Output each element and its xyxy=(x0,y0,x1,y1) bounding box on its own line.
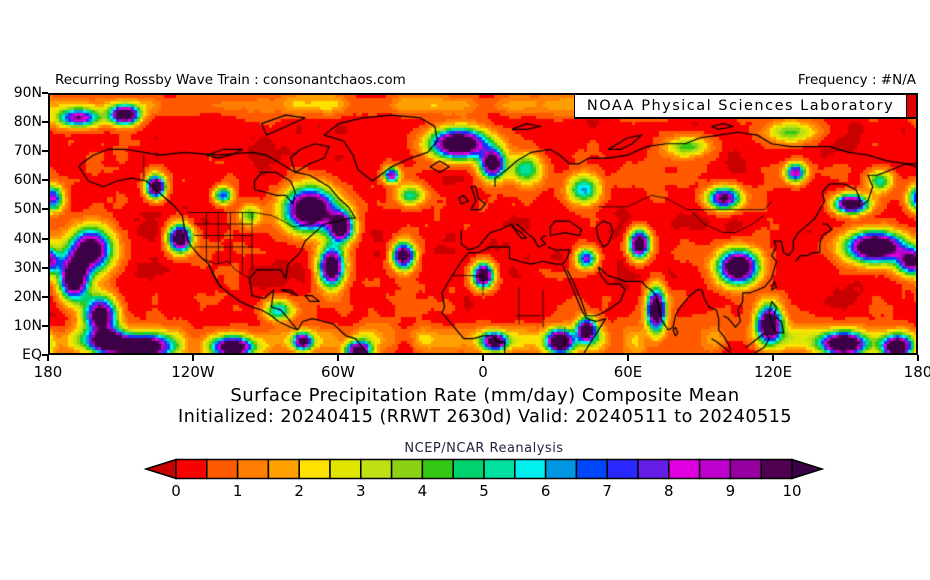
colorbar-segment xyxy=(360,458,393,480)
colorbar-segment xyxy=(298,458,331,480)
colorbar-segment xyxy=(175,458,208,480)
colorbar-segment xyxy=(606,458,639,480)
colorbar-segment xyxy=(637,458,670,480)
y-tick-mark xyxy=(42,208,48,211)
x-tick-mark xyxy=(627,355,629,361)
noaa-psl-banner: NOAA Physical Sciences Laboratory xyxy=(574,95,916,119)
y-tick-label: 10N xyxy=(13,317,42,334)
y-tick-label: 90N xyxy=(13,85,42,101)
colorbar-segment xyxy=(267,458,300,480)
map-frame: NOAA Physical Sciences Laboratory xyxy=(48,93,918,355)
y-tick-mark xyxy=(42,121,48,124)
x-tick-mark xyxy=(482,355,484,361)
x-tick-mark xyxy=(47,355,49,361)
x-tick-mark xyxy=(772,355,774,361)
colorbar-segment xyxy=(514,458,547,480)
x-tick-label: 60E xyxy=(613,363,643,381)
header-source-text: Recurring Rossby Wave Train : consonantc… xyxy=(55,72,406,88)
colorbar-segment xyxy=(206,458,239,480)
colorbar-segment xyxy=(329,458,362,480)
colorbar-segment xyxy=(698,458,732,480)
colorbar-segment xyxy=(390,458,424,480)
y-tick-label: EQ xyxy=(22,347,42,363)
noaa-psl-banner-text: NOAA Physical Sciences Laboratory xyxy=(586,98,895,114)
y-tick-mark xyxy=(42,324,48,327)
header-frequency-text: Frequency : #N/A xyxy=(797,72,916,88)
x-tick-mark xyxy=(192,355,194,361)
colorbar-segment xyxy=(760,458,793,480)
colorbar-tick-label: 5 xyxy=(479,482,489,500)
colorbar-tick-label: 10 xyxy=(782,482,802,500)
x-tick-label: 0 xyxy=(478,363,488,381)
colorbar-segment xyxy=(668,458,701,480)
x-tick-label: 120W xyxy=(171,363,215,381)
colorbar-segment xyxy=(575,458,608,480)
y-tick-mark xyxy=(42,295,48,298)
colorbar-tick-label: 9 xyxy=(725,482,736,500)
precipitation-map-canvas xyxy=(50,95,916,353)
y-tick-label: 70N xyxy=(13,143,42,160)
colorbar-tick-label: 7 xyxy=(602,482,612,500)
colorbar-arrow xyxy=(143,458,177,480)
colorbar-tick-label: 4 xyxy=(417,482,428,500)
colorbar-tick-label: 1 xyxy=(232,482,243,500)
x-tick-mark xyxy=(337,355,339,361)
chart-subtitle: Initialized: 20240415 (RRWT 2630d) Valid… xyxy=(178,407,792,427)
y-tick-mark xyxy=(42,179,48,182)
x-tick-label: 60W xyxy=(321,363,355,381)
y-tick-mark xyxy=(42,150,48,153)
colorbar-segment xyxy=(729,458,762,480)
y-tick-mark xyxy=(42,266,48,269)
colorbar-source-label: NCEP/NCAR Reanalysis xyxy=(404,441,564,456)
y-tick-label: 20N xyxy=(13,288,42,305)
y-tick-label: 60N xyxy=(13,172,42,189)
colorbar-tick-label: 2 xyxy=(294,482,304,500)
y-tick-label: 50N xyxy=(13,201,42,218)
colorbar xyxy=(143,458,825,480)
colorbar-segment xyxy=(483,458,516,480)
y-tick-mark xyxy=(42,92,48,94)
x-tick-mark xyxy=(917,355,919,361)
x-tick-label: 120E xyxy=(753,363,793,381)
banner-accent-stripe xyxy=(906,95,916,117)
x-tick-label: 180 xyxy=(903,363,930,381)
y-tick-label: 80N xyxy=(13,114,42,131)
y-tick-label: 30N xyxy=(13,259,42,276)
y-tick-label: 40N xyxy=(13,230,42,247)
colorbar-tick-label: 3 xyxy=(356,482,366,500)
x-tick-label: 180 xyxy=(33,363,63,381)
colorbar-segment xyxy=(236,458,270,480)
colorbar-segment xyxy=(544,458,578,480)
y-tick-mark xyxy=(42,354,48,356)
colorbar-tick-label: 6 xyxy=(540,482,551,500)
colorbar-tick-label: 0 xyxy=(171,482,181,500)
colorbar-segment xyxy=(421,458,454,480)
colorbar-arrow xyxy=(791,458,825,480)
y-tick-mark xyxy=(42,237,48,240)
colorbar-tick-label: 8 xyxy=(664,482,674,500)
chart-title: Surface Precipitation Rate (mm/day) Comp… xyxy=(230,385,740,406)
colorbar-segment xyxy=(452,458,485,480)
